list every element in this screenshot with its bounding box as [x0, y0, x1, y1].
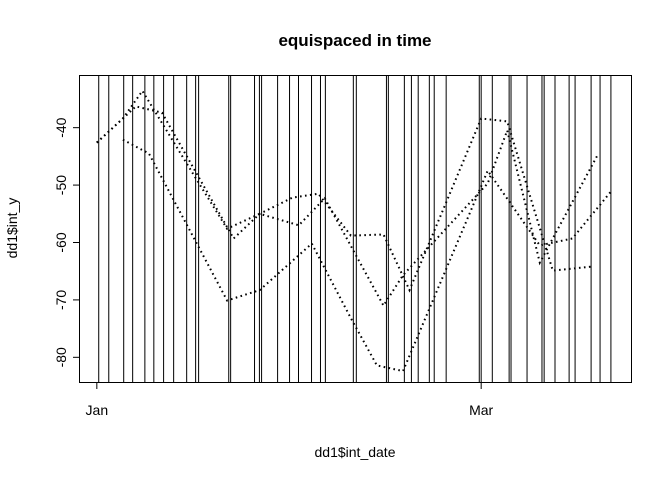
chart-title: equispaced in time — [278, 31, 431, 50]
x-tick-label: Jan — [86, 402, 109, 418]
vertical-lines — [98, 76, 612, 382]
y-axis: -40 -50 -60 -70 -80 — [53, 117, 80, 367]
y-tick-label: -80 — [53, 347, 69, 367]
y-axis-label: dd1$int_y — [4, 198, 20, 259]
series-line-2 — [96, 105, 593, 293]
plot-frame — [79, 75, 632, 383]
x-axis: Jan Mar — [86, 382, 494, 418]
x-tick-label: Mar — [469, 402, 493, 418]
y-tick-label: -60 — [53, 232, 69, 252]
series-line-3 — [122, 138, 613, 373]
series-group — [96, 89, 613, 373]
y-tick-label: -50 — [53, 175, 69, 195]
y-tick-label: -40 — [53, 117, 69, 137]
y-tick-label: -70 — [53, 290, 69, 310]
series-line-1 — [96, 89, 600, 308]
x-axis-label: dd1$int_date — [315, 444, 396, 460]
